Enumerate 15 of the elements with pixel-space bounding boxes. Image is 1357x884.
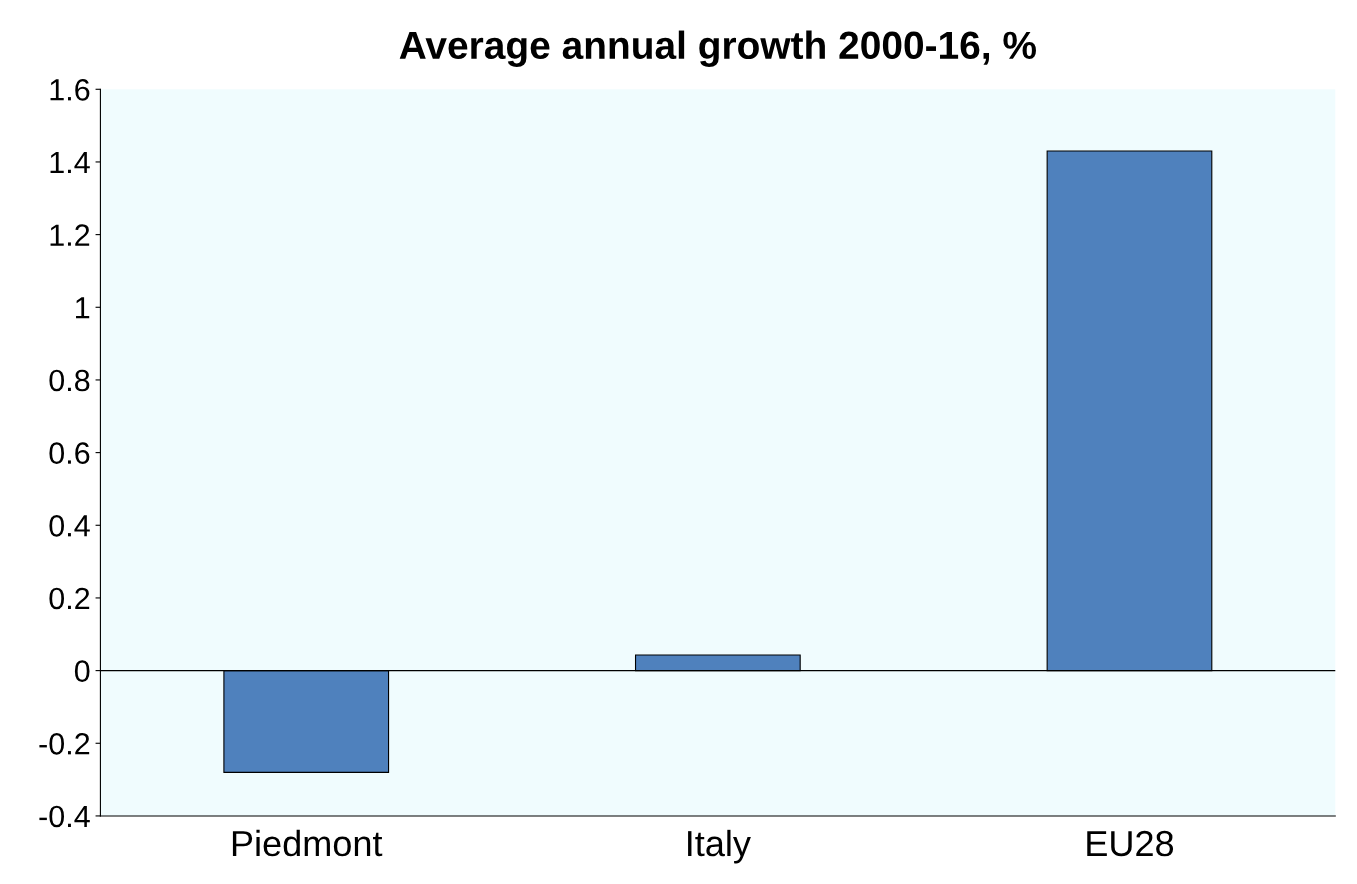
y-tick-label: 1.4 [50, 152, 90, 174]
y-tick-label: 0 [74, 660, 90, 682]
y-tick-label: 0.4 [49, 515, 90, 537]
x-tick-label: Piedmont [232, 829, 383, 857]
y-tick-label: 0.6 [49, 442, 90, 464]
x-tick-label: EU28 [1087, 830, 1174, 857]
y-tick-label: 1.2 [50, 224, 90, 246]
y-tick-label: 0.8 [49, 369, 90, 392]
y-tick-label: -0.4 [39, 805, 90, 828]
y-tick-label: 1 [76, 297, 90, 319]
chart-title: Average annual growth 2000-16, % [399, 30, 1036, 67]
y-tick-label: 1.6 [50, 79, 90, 101]
y-tick-label: -0.2 [39, 733, 90, 755]
x-tick-label: Italy [688, 829, 751, 864]
y-tick-label: 0.2 [49, 587, 90, 610]
